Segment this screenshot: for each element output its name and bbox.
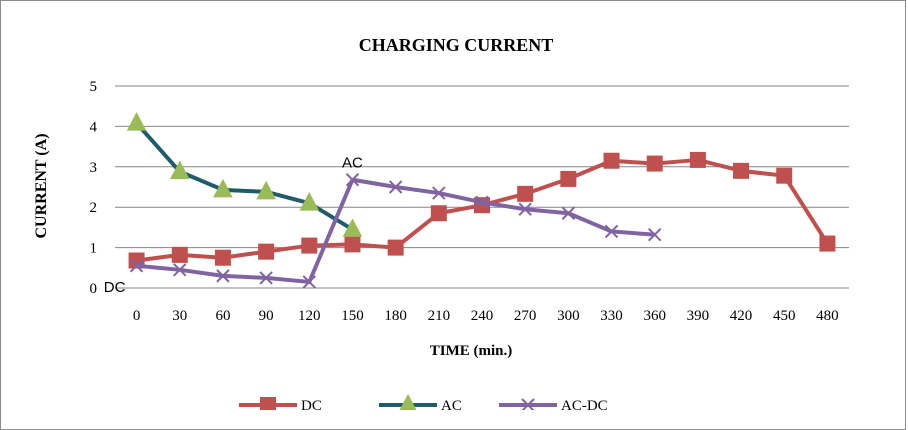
- data-point-x-stroke: [604, 224, 619, 239]
- x-tick-label: 210: [428, 308, 451, 324]
- data-point-square: [301, 237, 318, 254]
- legend-item-ac: AC: [379, 393, 462, 410]
- y-tick-label: 4: [90, 119, 98, 135]
- annotation-label: AC: [342, 155, 363, 172]
- x-tick-label: 450: [773, 308, 796, 324]
- x-tick-label: 180: [384, 308, 407, 324]
- series-ac-dc: [129, 173, 662, 289]
- y-tick-label: 0: [90, 281, 98, 297]
- data-point-square: [603, 152, 620, 169]
- series-dc: [128, 151, 836, 269]
- data-point-square: [171, 246, 188, 263]
- data-point-triangle: [342, 218, 363, 237]
- data-point-square: [258, 243, 275, 260]
- data-point-square: [646, 155, 663, 172]
- data-point-x: [647, 227, 662, 242]
- data-point-triangle: [126, 112, 147, 131]
- data-point-x: [561, 206, 576, 220]
- data-point-square: [387, 239, 404, 256]
- data-point-square: [344, 236, 361, 253]
- x-tick-label: 90: [259, 308, 274, 324]
- y-tick-label: 5: [90, 79, 98, 95]
- legend-item-ac-dc: AC-DC: [499, 398, 608, 410]
- data-point-triangle: [399, 393, 417, 410]
- data-point-x-stroke: [216, 269, 230, 283]
- x-tick-label: 60: [215, 308, 230, 324]
- data-point-x-stroke: [388, 180, 403, 194]
- data-point-square: [517, 185, 534, 202]
- data-point-x-stroke: [129, 259, 144, 273]
- data-point-x: [259, 271, 273, 285]
- gridlines: [115, 85, 849, 249]
- data-point-square: [214, 249, 231, 266]
- data-point-x-stroke: [561, 206, 576, 220]
- x-tick-label: 30: [172, 308, 187, 324]
- data-point-x: [129, 259, 144, 273]
- data-point-x-stroke: [173, 263, 187, 277]
- data-point-square: [819, 235, 836, 252]
- y-tick-label: 3: [90, 160, 98, 176]
- x-tick-label: 390: [687, 308, 710, 324]
- data-point-x: [302, 275, 317, 289]
- series-lines: [126, 112, 836, 289]
- data-point-x: [345, 173, 360, 187]
- x-tick-label: 0: [133, 308, 141, 324]
- x-tick-label: 150: [341, 308, 364, 324]
- legend-label: AC-DC: [561, 398, 608, 410]
- y-tick-label: 1: [90, 241, 98, 257]
- legend-item-dc: DC: [239, 397, 322, 410]
- data-point-x: [432, 186, 446, 200]
- data-point-square: [689, 151, 706, 168]
- x-tick-label: 480: [816, 308, 839, 324]
- annotations: AC DC: [104, 155, 363, 296]
- data-point-square: [260, 397, 276, 410]
- data-point-x: [475, 195, 489, 210]
- data-point-x-stroke: [345, 173, 360, 187]
- y-axis-label: CURRENT (A): [33, 133, 50, 238]
- y-tick-label: 2: [90, 200, 98, 216]
- x-tick-label: 330: [600, 308, 623, 324]
- data-point-triangle: [169, 160, 190, 180]
- data-point-x-stroke: [475, 195, 489, 210]
- data-point-triangle: [299, 192, 320, 211]
- data-point-x-stroke: [432, 186, 446, 200]
- data-point-x-stroke: [259, 271, 273, 285]
- x-tick-label: 270: [514, 308, 537, 324]
- data-point-x: [604, 224, 619, 239]
- data-point-square: [733, 162, 750, 179]
- legend-label: DC: [301, 398, 322, 410]
- series-line: [136, 177, 655, 284]
- data-point-triangle: [213, 178, 233, 198]
- annotation-label: DC: [104, 279, 126, 296]
- data-point-x-stroke: [302, 275, 317, 289]
- x-axis-label: TIME (min.): [430, 343, 513, 359]
- data-point-x: [388, 180, 403, 194]
- x-tick-label: 420: [730, 308, 753, 324]
- legend: DC AC AC-DC: [239, 393, 608, 410]
- series-ac: [126, 112, 363, 237]
- data-point-x-stroke: [518, 202, 532, 216]
- chart-title: CHARGING CURRENT: [359, 35, 554, 55]
- data-point-square: [430, 205, 447, 222]
- x-tick-label: 360: [643, 308, 666, 324]
- legend-label: AC: [441, 398, 462, 410]
- data-point-square: [776, 167, 793, 184]
- x-tick-label: 300: [557, 308, 580, 324]
- data-point-x: [518, 202, 532, 216]
- x-tick-label: 240: [471, 308, 494, 324]
- data-point-square: [560, 170, 577, 187]
- data-point-x: [216, 269, 230, 283]
- data-point-x: [173, 263, 187, 277]
- x-tick-label: 120: [298, 308, 321, 324]
- data-point-x-stroke: [647, 227, 662, 242]
- series-line: [135, 121, 354, 232]
- data-point-triangle: [256, 180, 276, 200]
